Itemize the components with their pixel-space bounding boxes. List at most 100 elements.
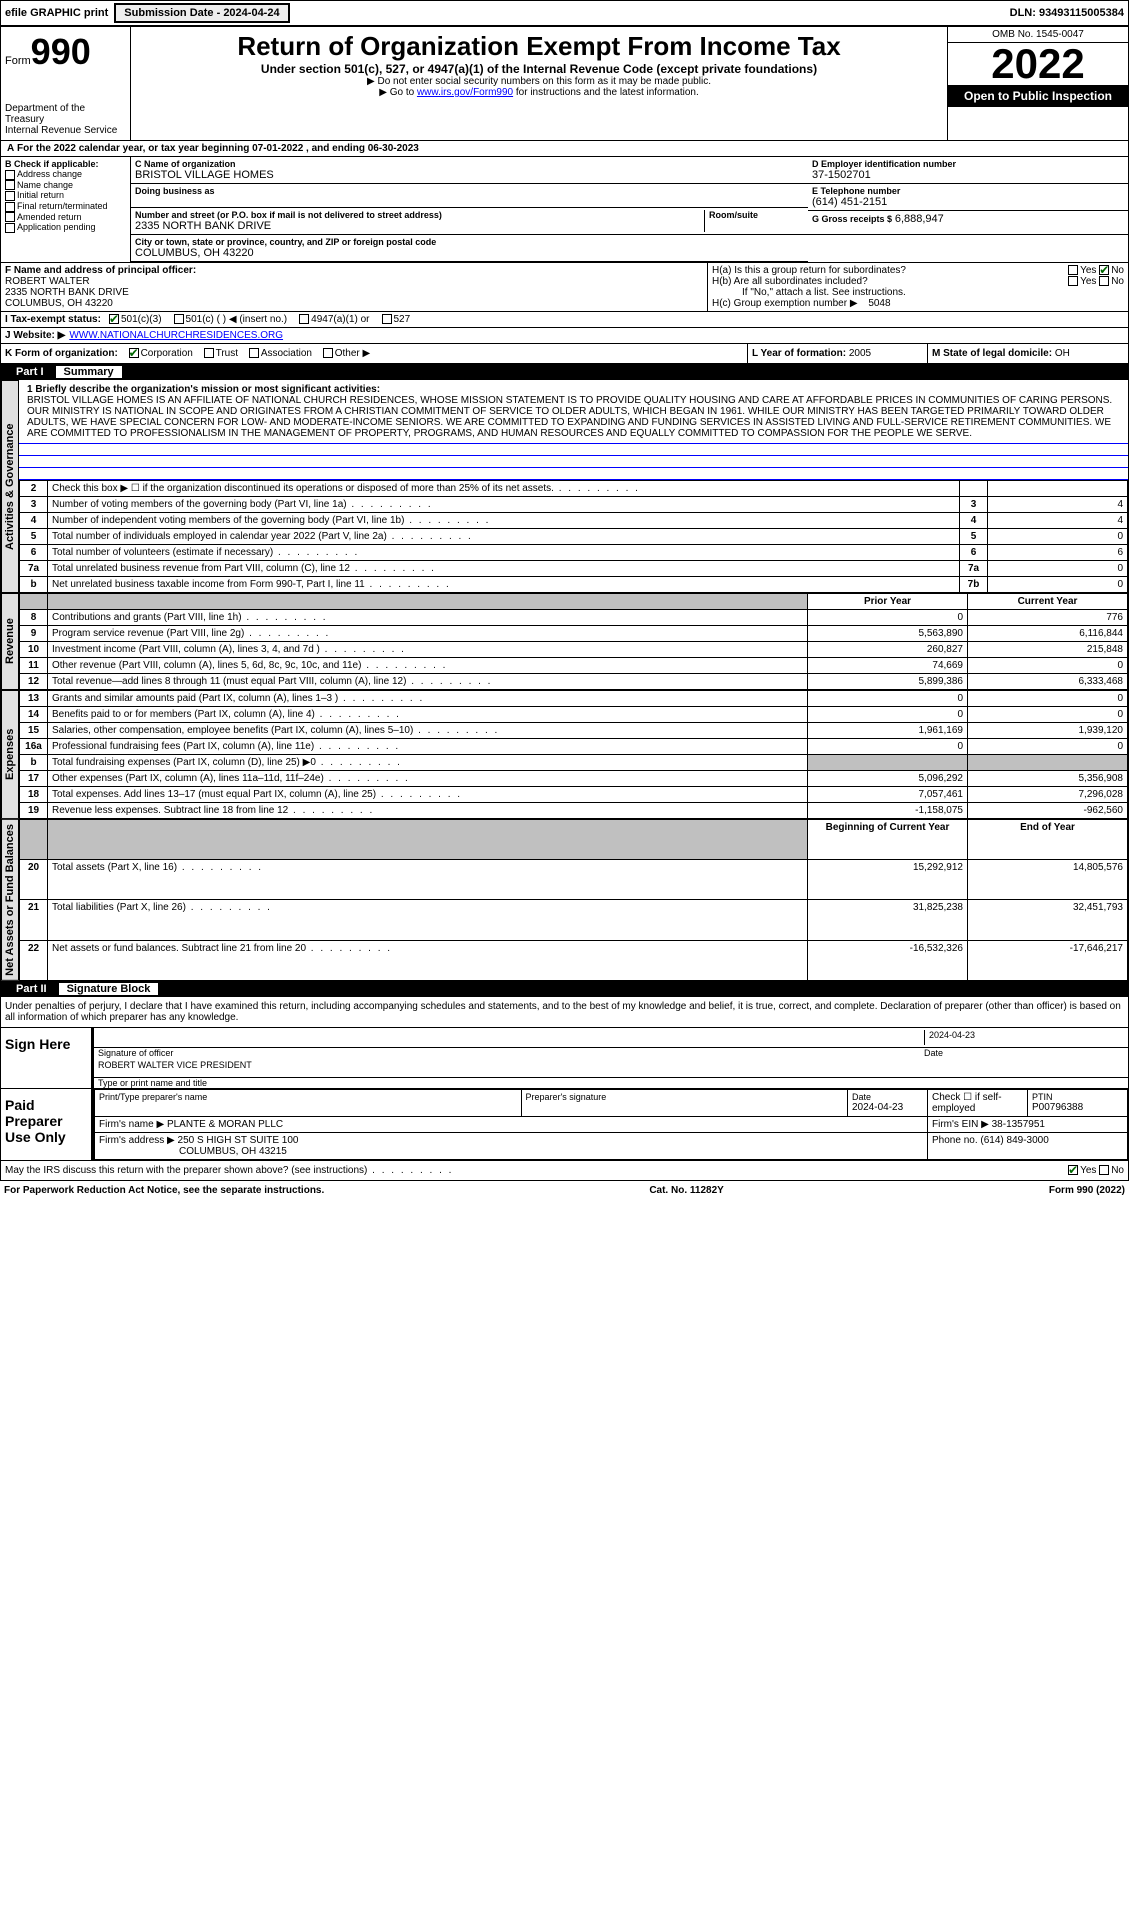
- firm-ein: 38-1357951: [992, 1119, 1045, 1130]
- ein-value: 37-1502701: [812, 169, 1124, 181]
- i-opt-0: 501(c)(3): [121, 314, 162, 325]
- cb-amended[interactable]: [5, 212, 15, 222]
- k-opt-0: Corporation: [141, 348, 193, 359]
- sig-date: 2024-04-23: [924, 1030, 1124, 1045]
- cb-trust[interactable]: [204, 348, 214, 358]
- discuss-no[interactable]: [1099, 1165, 1109, 1175]
- sign-here-block: Sign Here 2024-04-23 Signature of office…: [0, 1028, 1129, 1089]
- table-row: 5Total number of individuals employed in…: [20, 529, 1128, 545]
- prep-date-cell: Date2024-04-23: [848, 1089, 928, 1116]
- g-label: G Gross receipts $: [812, 214, 892, 224]
- prep-sig-cell: Preparer's signature: [521, 1089, 847, 1116]
- part2-title: Signature Block: [59, 983, 159, 995]
- submission-date-button[interactable]: Submission Date - 2024-04-24: [114, 3, 289, 23]
- firm-phone-cell: Phone no. (614) 849-3000: [928, 1132, 1128, 1159]
- vert-rev: Revenue: [1, 593, 19, 690]
- cb-527[interactable]: [382, 314, 392, 324]
- sign-here-label: Sign Here: [1, 1028, 91, 1088]
- footer-left: For Paperwork Reduction Act Notice, see …: [4, 1185, 324, 1196]
- header-bar: efile GRAPHIC print Submission Date - 20…: [0, 0, 1129, 26]
- note2-post: for instructions and the latest informat…: [516, 87, 699, 98]
- cb-final-return[interactable]: [5, 202, 15, 212]
- officer-addr1: 2335 NORTH BANK DRIVE: [5, 287, 703, 298]
- hb-yes[interactable]: [1068, 276, 1078, 286]
- cb-corp[interactable]: [129, 348, 139, 358]
- tax-year: 2022: [948, 43, 1128, 85]
- discuss-yes[interactable]: [1068, 1165, 1078, 1175]
- efile-label: efile GRAPHIC print: [1, 7, 112, 19]
- form990-link[interactable]: www.irs.gov/Form990: [417, 87, 513, 98]
- e-label: E Telephone number: [812, 186, 1124, 196]
- b-opt-0: Address change: [17, 169, 82, 179]
- cb-assoc[interactable]: [249, 348, 259, 358]
- cb-initial-return[interactable]: [5, 191, 15, 201]
- footer-right: Form 990 (2022): [1049, 1185, 1125, 1196]
- gov-table: 2Check this box ▶ ☐ if the organization …: [19, 480, 1128, 593]
- firm-ein-label: Firm's EIN ▶: [932, 1119, 989, 1130]
- entity-block: B Check if applicable: Address change Na…: [0, 157, 1129, 263]
- firm-city: COLUMBUS, OH 43215: [179, 1146, 287, 1157]
- table-row: bNet unrelated business taxable income f…: [20, 577, 1128, 593]
- table-row: 15Salaries, other compensation, employee…: [20, 723, 1128, 739]
- h-b: H(b) Are all subordinates included? Yes …: [712, 276, 1124, 287]
- ha-no[interactable]: [1099, 265, 1109, 275]
- line-j: J Website: ▶ WWW.NATIONALCHURCHRESIDENCE…: [0, 328, 1129, 344]
- phone-value: (614) 451-2151: [812, 196, 1124, 208]
- discuss-text: May the IRS discuss this return with the…: [5, 1165, 453, 1176]
- form-header: Form 990 Department of the Treasury Inte…: [0, 26, 1129, 141]
- paid-preparer-block: Paid Preparer Use Only Print/Type prepar…: [0, 1089, 1129, 1161]
- officer-name: ROBERT WALTER: [5, 276, 703, 287]
- summary-revenue: Revenue Prior YearCurrent Year8Contribut…: [0, 593, 1129, 690]
- hb-note: If "No," attach a list. See instructions…: [712, 287, 1124, 298]
- cb-4947[interactable]: [299, 314, 309, 324]
- form-title: Return of Organization Exempt From Incom…: [135, 31, 943, 62]
- ha-label: H(a) Is this a group return for subordin…: [712, 265, 906, 276]
- cb-other[interactable]: [323, 348, 333, 358]
- prep-sig-label: Preparer's signature: [526, 1092, 843, 1102]
- year-box: OMB No. 1545-0047 2022 Open to Public In…: [948, 27, 1128, 140]
- table-row: Beginning of Current YearEnd of Year: [20, 820, 1128, 860]
- hc-label: H(c) Group exemption number ▶: [712, 298, 858, 309]
- b-opt-4: Amended return: [17, 212, 82, 222]
- blue-line-2: [19, 456, 1128, 468]
- sig-officer-label: Signature of officer: [98, 1048, 924, 1058]
- discuss-line: May the IRS discuss this return with the…: [0, 1161, 1129, 1181]
- cb-name-change[interactable]: [5, 180, 15, 190]
- paid-preparer-label: Paid Preparer Use Only: [1, 1089, 91, 1160]
- line-i: I Tax-exempt status: 501(c)(3) 501(c) ( …: [0, 312, 1129, 328]
- hb-no[interactable]: [1099, 276, 1109, 286]
- type-name-label: Type or print name and title: [94, 1078, 1128, 1088]
- table-row: 13Grants and similar amounts paid (Part …: [20, 691, 1128, 707]
- cb-501c3[interactable]: [109, 314, 119, 324]
- blue-line-3: [19, 468, 1128, 480]
- irs-label: Internal Revenue Service: [5, 125, 126, 136]
- table-row: 21Total liabilities (Part X, line 26)31,…: [20, 900, 1128, 940]
- cb-app-pending[interactable]: [5, 223, 15, 233]
- f-h-block: F Name and address of principal officer:…: [0, 263, 1129, 312]
- col-c: C Name of organization BRISTOL VILLAGE H…: [131, 157, 808, 262]
- ptin-value: P00796388: [1032, 1102, 1083, 1113]
- b-opt-1: Name change: [17, 180, 73, 190]
- i-opt-1: 501(c) ( ) ◀ (insert no.): [186, 314, 288, 325]
- firm-name-cell: Firm's name ▶ PLANTE & MORAN PLLC: [95, 1116, 928, 1132]
- vert-gov: Activities & Governance: [1, 380, 19, 593]
- table-row: 20Total assets (Part X, line 16)15,292,9…: [20, 860, 1128, 900]
- cb-address-change[interactable]: [5, 170, 15, 180]
- ha-yes[interactable]: [1068, 265, 1078, 275]
- d-label: D Employer identification number: [812, 159, 1124, 169]
- table-row: 9Program service revenue (Part VIII, lin…: [20, 626, 1128, 642]
- l-label: L Year of formation:: [752, 348, 846, 359]
- vert-net: Net Assets or Fund Balances: [1, 819, 19, 981]
- dln-label: DLN: 93493115005384: [1006, 7, 1128, 19]
- table-row: 14Benefits paid to or for members (Part …: [20, 707, 1128, 723]
- table-row: 12Total revenue—add lines 8 through 11 (…: [20, 674, 1128, 690]
- prep-name-cell: Print/Type preparer's name: [95, 1089, 522, 1116]
- footer-mid: Cat. No. 11282Y: [649, 1185, 723, 1196]
- sig-declaration: Under penalties of perjury, I declare th…: [0, 997, 1129, 1028]
- website-link[interactable]: WWW.NATIONALCHURCHRESIDENCES.ORG: [69, 330, 283, 341]
- table-row: 7aTotal unrelated business revenue from …: [20, 561, 1128, 577]
- form-number: 990: [31, 31, 91, 73]
- l-value: 2005: [849, 348, 871, 359]
- cb-501c[interactable]: [174, 314, 184, 324]
- line-klm: K Form of organization: Corporation Trus…: [0, 344, 1129, 364]
